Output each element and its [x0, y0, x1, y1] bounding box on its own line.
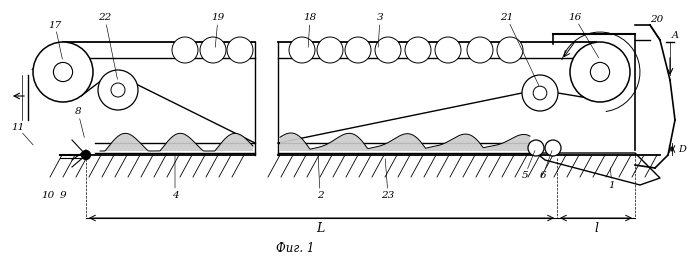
Text: 23: 23: [382, 190, 395, 200]
Text: 6: 6: [540, 170, 547, 180]
Ellipse shape: [345, 37, 371, 63]
Text: 8: 8: [75, 108, 81, 117]
Text: D: D: [678, 144, 686, 154]
Text: 20: 20: [650, 16, 663, 24]
Text: 18: 18: [303, 13, 317, 23]
Ellipse shape: [82, 150, 90, 159]
Ellipse shape: [522, 75, 558, 111]
Text: 22: 22: [99, 13, 112, 23]
Ellipse shape: [227, 37, 253, 63]
Text: 10: 10: [41, 190, 55, 200]
Ellipse shape: [467, 37, 493, 63]
Text: 2: 2: [317, 190, 324, 200]
Text: Фиг. 1: Фиг. 1: [276, 241, 314, 255]
Ellipse shape: [289, 37, 315, 63]
Text: 5: 5: [521, 170, 528, 180]
Ellipse shape: [533, 86, 547, 100]
Ellipse shape: [317, 37, 343, 63]
Ellipse shape: [497, 37, 523, 63]
Text: 1: 1: [609, 180, 615, 190]
Text: 11: 11: [11, 124, 24, 133]
Text: 21: 21: [500, 13, 514, 23]
Text: 4: 4: [172, 190, 178, 200]
Ellipse shape: [172, 37, 198, 63]
Text: A: A: [672, 31, 679, 39]
Text: l: l: [594, 221, 598, 235]
Ellipse shape: [528, 140, 544, 156]
Ellipse shape: [405, 37, 431, 63]
Text: 9: 9: [59, 190, 66, 200]
Ellipse shape: [435, 37, 461, 63]
Ellipse shape: [53, 62, 73, 82]
Ellipse shape: [545, 140, 561, 156]
Ellipse shape: [33, 42, 93, 102]
Ellipse shape: [111, 83, 125, 97]
Ellipse shape: [200, 37, 226, 63]
Text: 16: 16: [568, 13, 582, 23]
Text: A: A: [31, 63, 38, 73]
Text: 3: 3: [377, 13, 383, 23]
Ellipse shape: [570, 42, 630, 102]
Text: 17: 17: [48, 21, 62, 29]
Ellipse shape: [98, 70, 138, 110]
Text: 19: 19: [211, 13, 224, 23]
Ellipse shape: [375, 37, 401, 63]
Ellipse shape: [591, 62, 610, 82]
Text: L: L: [316, 221, 324, 235]
